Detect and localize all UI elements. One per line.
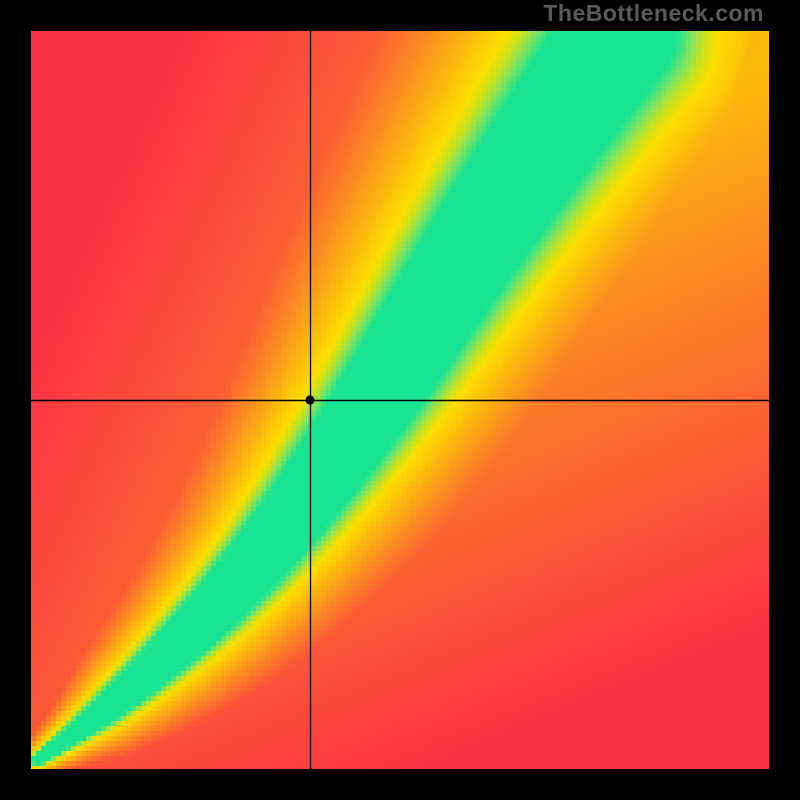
attribution-text: TheBottleneck.com xyxy=(543,0,764,27)
bottleneck-heatmap xyxy=(0,0,800,800)
